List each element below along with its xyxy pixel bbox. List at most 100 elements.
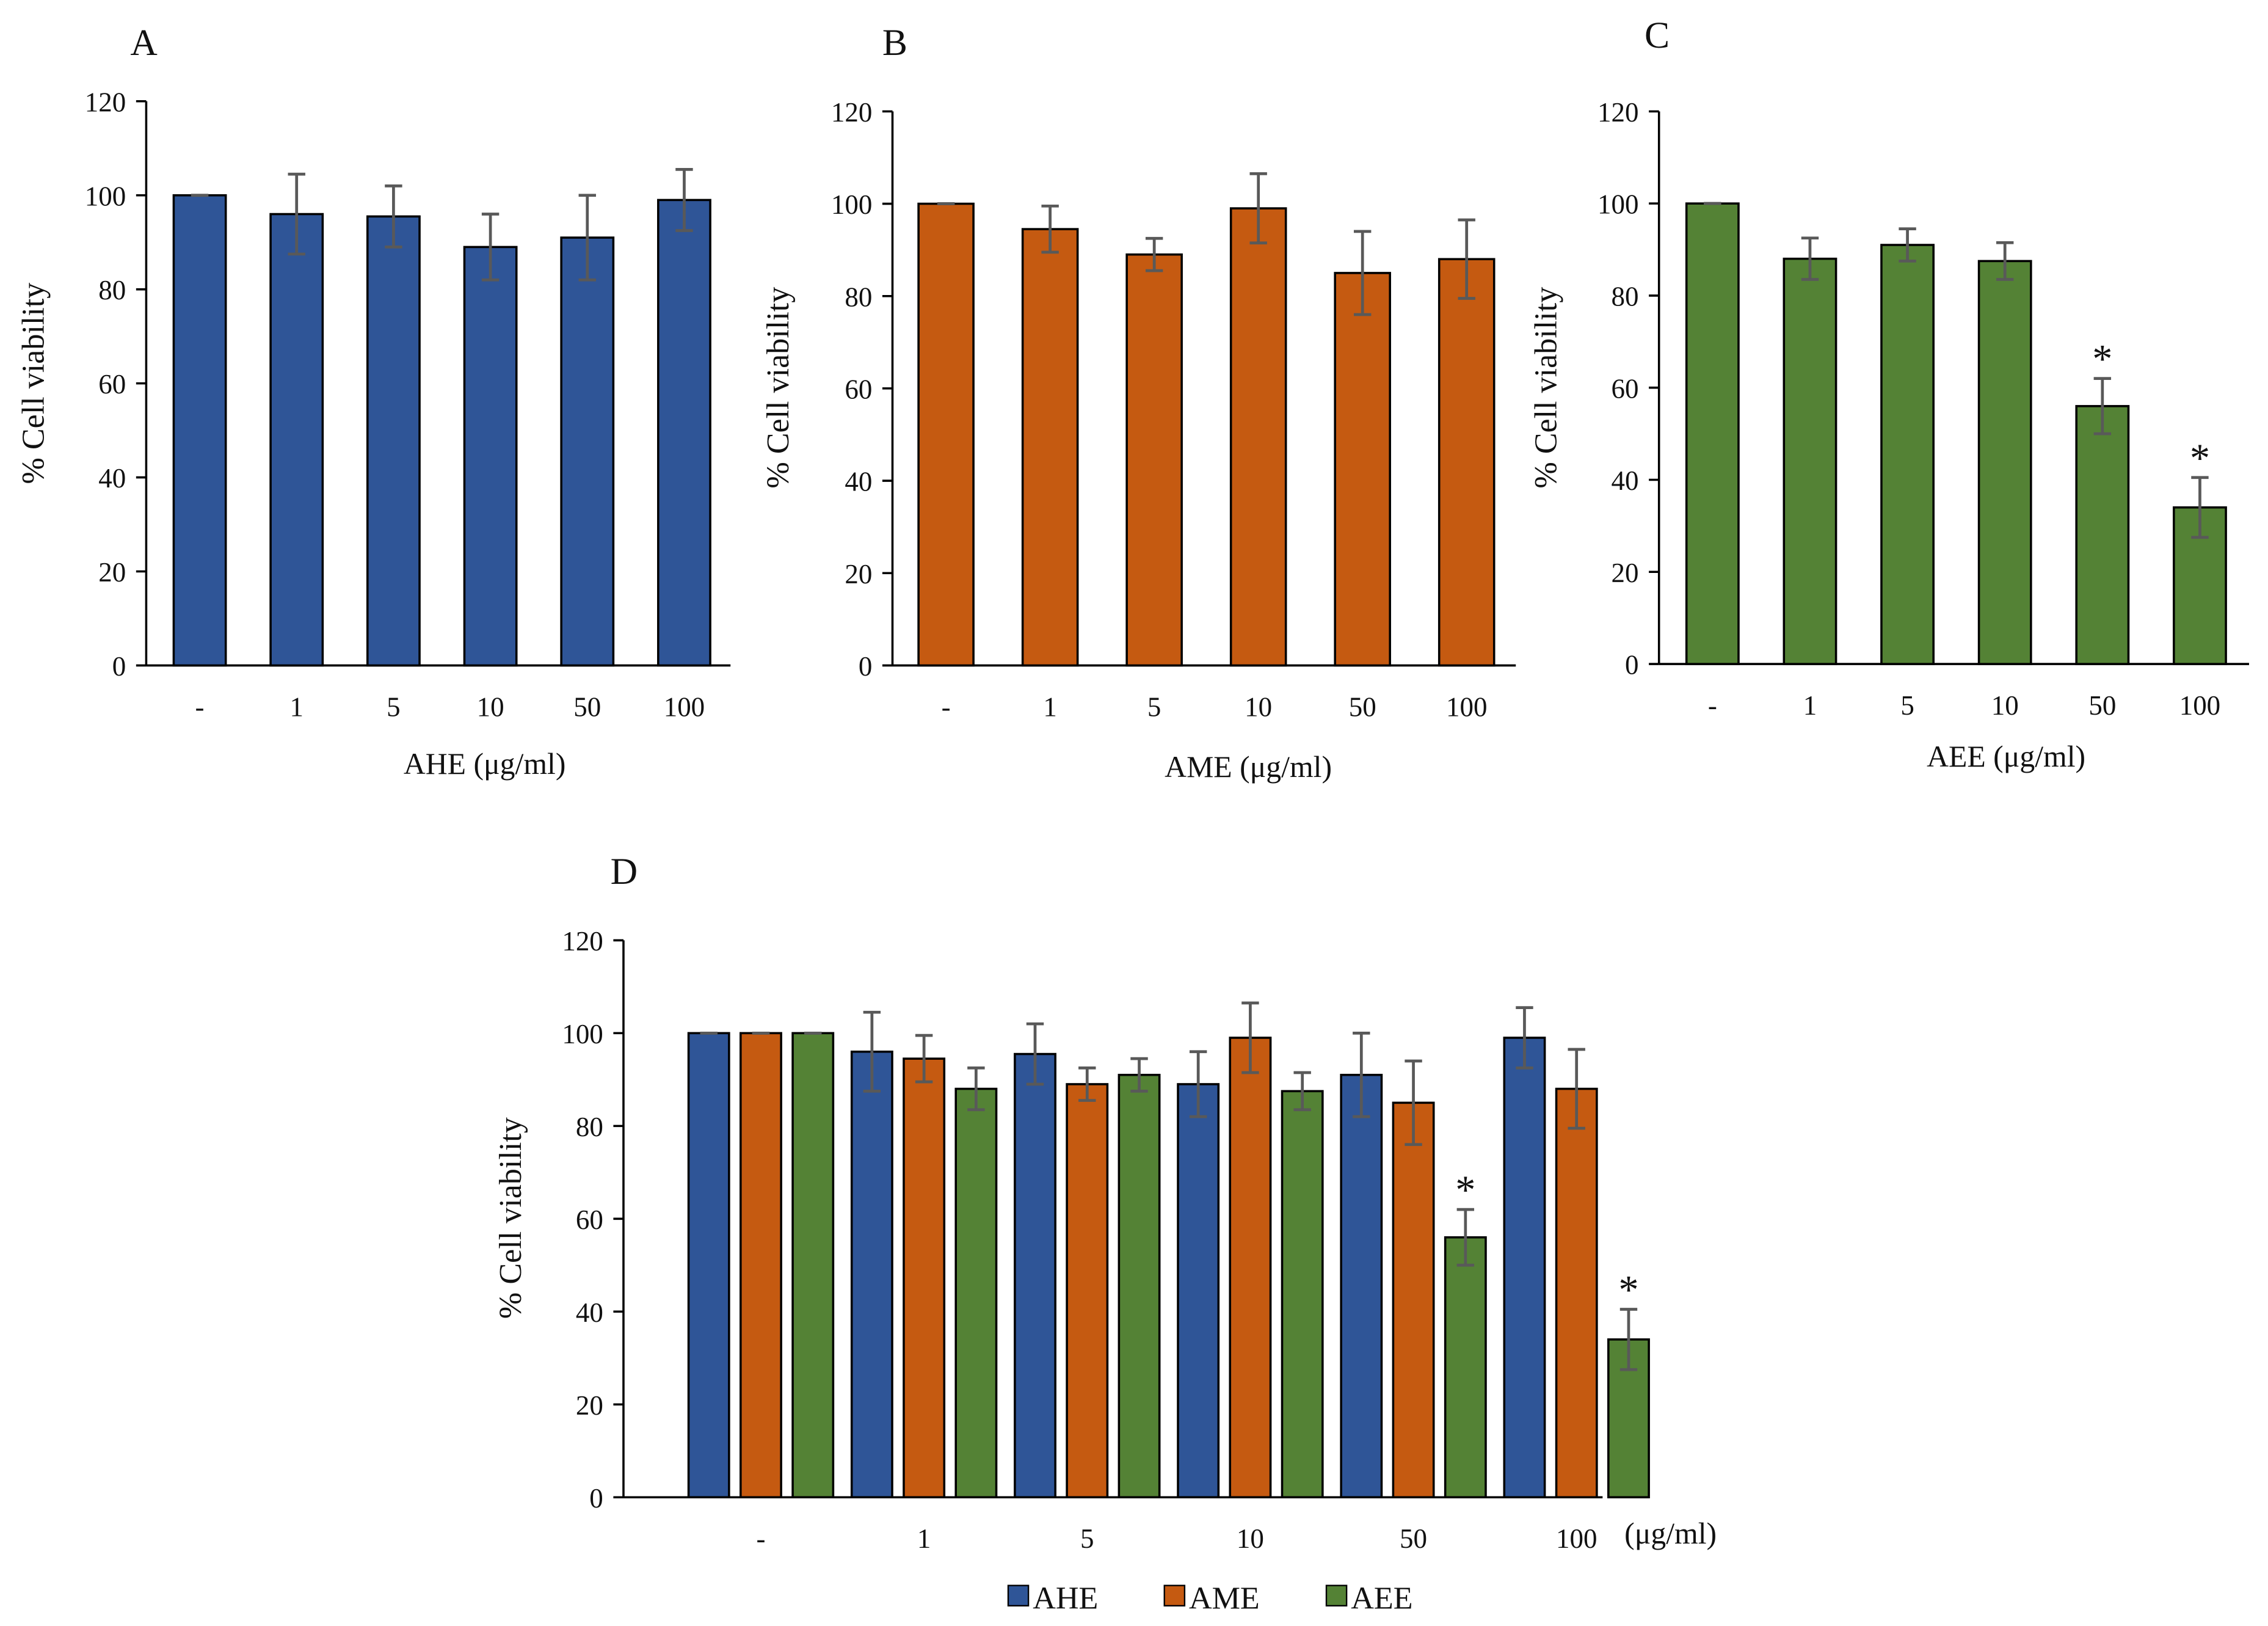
bar-ame [1334, 272, 1391, 667]
x-tick-label: 5 [387, 691, 401, 722]
bar-ahe [463, 246, 518, 667]
x-tick-label: 1 [1803, 690, 1817, 721]
bar-aee [1444, 1236, 1487, 1498]
bar-ahe [1177, 1083, 1220, 1498]
y-tick-label: 80 [98, 275, 126, 305]
x-tick-label: - [195, 691, 205, 722]
x-tick-label: 10 [1245, 691, 1272, 722]
x-tick-label: 100 [664, 691, 705, 722]
y-tick-label: 60 [98, 369, 126, 399]
x-axis-title: AHE (μg/ml) [404, 747, 566, 781]
panel-label: A [130, 22, 157, 64]
bar-aee [1685, 202, 1740, 665]
bar-ahe [1340, 1073, 1383, 1498]
x-tick-label: 100 [1556, 1523, 1597, 1554]
bar-aee [1118, 1073, 1161, 1498]
x-axis-title: AME (μg/ml) [1165, 750, 1332, 784]
y-tick-label: 100 [831, 189, 872, 220]
bar-ame [917, 202, 975, 667]
bar-ame [1125, 253, 1183, 667]
y-axis-title: % Cell viability [16, 283, 51, 484]
significance-asterisk: * [1618, 1268, 1638, 1313]
x-tick-label: - [756, 1523, 765, 1554]
y-tick-label: 40 [845, 467, 872, 497]
y-tick-label: 120 [562, 926, 603, 957]
y-tick-label: 100 [1597, 189, 1638, 220]
x-axis-title: AEE (μg/ml) [1927, 740, 2085, 773]
x-tick-label: 1 [289, 691, 303, 722]
panel-d: D 0 20 40 60 80 100 120 % Cell viability (μg/ml) -… [493, 851, 1717, 1616]
bar-ahe [687, 1032, 730, 1498]
significance-asterisk: * [2190, 436, 2210, 481]
x-tick-label: 5 [1900, 690, 1914, 721]
legend-label: AEE [1351, 1581, 1412, 1616]
y-tick-label: 60 [1612, 373, 1639, 404]
bar-ame [1437, 258, 1496, 667]
bar-aee [1880, 244, 1935, 665]
bar-ame [1229, 1037, 1272, 1498]
significance-asterisk: * [1455, 1168, 1475, 1213]
y-tick-label: 80 [576, 1112, 603, 1142]
y-tick-label: 80 [845, 282, 872, 312]
y-tick-label: 20 [98, 557, 126, 588]
y-tick-label: 80 [1612, 282, 1639, 312]
bar-aee [954, 1087, 998, 1498]
y-tick-label: 120 [1597, 97, 1638, 128]
bar-ame [1392, 1101, 1435, 1498]
y-tick-label: 40 [576, 1297, 603, 1328]
bar-ahe [366, 215, 421, 667]
y-tick-label: 100 [562, 1019, 603, 1049]
y-tick-label: 120 [85, 87, 126, 117]
y-tick-label: 120 [831, 97, 872, 128]
bar-ame [1229, 207, 1287, 667]
panel-a: A 0 20 40 60 80 100 120 % Cell viability AHE (μg/… [16, 22, 731, 781]
y-axis-title: % Cell viability [761, 287, 796, 489]
x-tick-label: - [942, 691, 951, 722]
y-tick-label: 20 [576, 1390, 603, 1421]
y-axis-title: % Cell viability [493, 1117, 528, 1319]
bar-ahe [1503, 1037, 1546, 1498]
x-tick-label: 50 [573, 691, 601, 722]
legend-swatch-ahe [1007, 1584, 1030, 1607]
x-tick-label: 1 [917, 1523, 931, 1554]
panel-label: C [1645, 15, 1670, 56]
panel-label: B [882, 22, 907, 64]
significance-asterisk: * [2092, 337, 2112, 382]
bar-aee [2075, 405, 2130, 665]
y-tick-label: 40 [98, 463, 126, 494]
y-tick-label: 20 [1612, 558, 1639, 588]
y-tick-label: 60 [845, 374, 872, 404]
bar-ahe [657, 199, 711, 667]
y-tick-label: 0 [112, 651, 126, 682]
bar-aee [1977, 260, 2032, 665]
y-tick-label: 60 [576, 1205, 603, 1235]
x-tick-label: 100 [1446, 691, 1487, 722]
bar-ahe [269, 213, 324, 667]
x-tick-label: 100 [2179, 690, 2220, 721]
y-tick-label: 20 [845, 559, 872, 589]
x-tick-label: 50 [1349, 691, 1376, 722]
x-tick-label: - [1708, 690, 1717, 721]
bar-ahe [1014, 1052, 1056, 1498]
x-tick-label: 10 [477, 691, 504, 722]
panel-label: D [611, 851, 638, 892]
bar-ame [903, 1057, 946, 1498]
bar-ahe [850, 1050, 893, 1498]
bar-aee [791, 1032, 835, 1498]
x-tick-label: 5 [1080, 1523, 1094, 1554]
legend-label: AME [1189, 1581, 1260, 1616]
x-tick-label: 5 [1147, 691, 1161, 722]
y-tick-label: 0 [1625, 650, 1638, 680]
y-tick-label: 0 [859, 651, 873, 682]
panel-c: C 0 20 40 60 80 100 120 % Cell viability AEE (μg/… [1529, 15, 2249, 773]
bar-aee [1783, 257, 1837, 665]
x-axis-title: (μg/ml) [1624, 1517, 1717, 1550]
bar-ame [1555, 1087, 1598, 1498]
y-tick-label: 40 [1612, 465, 1639, 496]
x-tick-label: 10 [1991, 690, 2019, 721]
bar-ame [740, 1032, 782, 1498]
legend-label: AHE [1033, 1581, 1098, 1616]
legend-swatch-aee [1325, 1584, 1348, 1607]
x-tick-label: 50 [2088, 690, 2116, 721]
